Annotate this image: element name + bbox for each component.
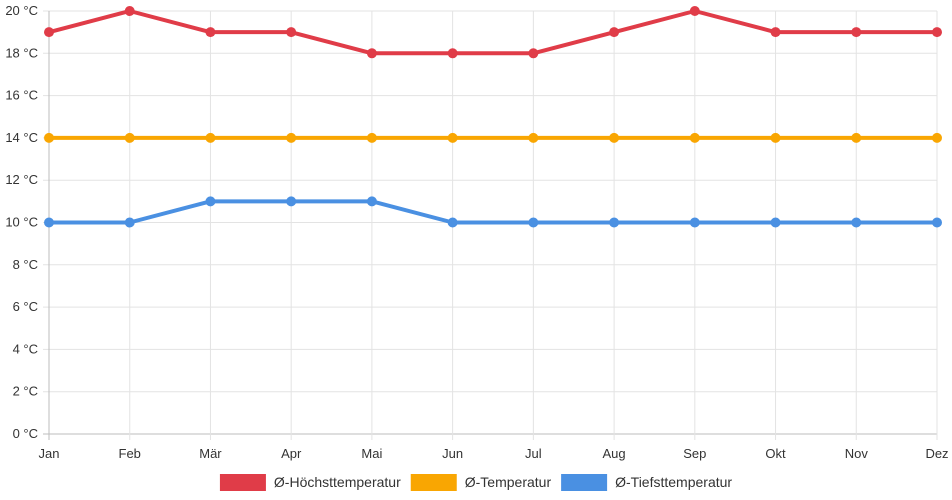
x-tick-label: Sep [683, 446, 706, 461]
data-point[interactable] [44, 132, 54, 143]
y-tick-label: 10 °C [5, 215, 38, 230]
x-tick-label: Jul [525, 446, 542, 461]
data-point[interactable] [609, 217, 620, 228]
legend-swatch[interactable] [219, 474, 266, 491]
data-point[interactable] [528, 217, 539, 228]
data-point[interactable] [851, 217, 862, 228]
data-point[interactable] [447, 132, 458, 143]
data-point[interactable] [689, 132, 700, 143]
data-point[interactable] [447, 48, 458, 59]
data-point[interactable] [205, 132, 216, 143]
y-tick-label: 2 °C [13, 384, 38, 399]
y-tick-label: 4 °C [13, 341, 38, 356]
x-tick-label: Jun [442, 446, 463, 461]
legend-label[interactable]: Ø-Temperatur [465, 474, 552, 490]
data-point[interactable] [932, 27, 942, 38]
y-tick-label: 6 °C [13, 299, 38, 314]
data-point[interactable] [366, 196, 377, 207]
series-points [44, 6, 942, 228]
series-line [47, 199, 939, 225]
data-point[interactable] [447, 217, 458, 228]
legend-swatch[interactable] [410, 474, 457, 491]
y-axis-ticks: 0 °C 2 °C 4 °C 6 °C 8 °C 10 °C 12 °C 14 °C 16 °C… [5, 3, 38, 441]
data-point[interactable] [124, 6, 135, 16]
data-point[interactable] [44, 217, 54, 228]
data-point[interactable] [770, 27, 781, 38]
data-point[interactable] [609, 27, 620, 38]
x-tick-label: Okt [765, 446, 786, 461]
x-axis-ticks: Jan Feb Mär Apr Mai Jun Jul Aug Sep Okt Nov Dez [39, 446, 949, 461]
legend-label[interactable]: Ø-Höchsttemperatur [274, 474, 401, 490]
grid-lines [43, 10, 938, 440]
data-point[interactable] [689, 217, 700, 228]
y-tick-label: 12 °C [5, 172, 38, 187]
y-tick-label: 8 °C [13, 257, 38, 272]
data-point[interactable] [770, 132, 781, 143]
x-tick-label: Apr [281, 446, 302, 461]
data-point[interactable] [124, 217, 135, 228]
x-tick-label: Feb [119, 446, 141, 461]
data-point[interactable] [124, 132, 135, 143]
data-point[interactable] [286, 27, 297, 38]
data-point[interactable] [689, 6, 700, 16]
data-point[interactable] [205, 27, 216, 38]
data-point[interactable] [932, 217, 942, 228]
data-point[interactable] [205, 196, 216, 207]
series-line [47, 9, 939, 56]
data-point[interactable] [851, 27, 862, 38]
data-point[interactable] [366, 132, 377, 143]
legend-label[interactable]: Ø-Tiefsttemperatur [615, 474, 732, 490]
data-point[interactable] [44, 27, 54, 38]
data-point[interactable] [851, 132, 862, 143]
data-point[interactable] [609, 132, 620, 143]
y-tick-label: 0 °C [13, 426, 38, 441]
x-tick-label: Mär [199, 446, 222, 461]
y-tick-label: 20 °C [5, 3, 38, 18]
x-tick-label: Jan [39, 446, 60, 461]
y-tick-label: 16 °C [5, 88, 38, 103]
legend: Ø-Höchsttemperatur Ø-Temperatur Ø-Tiefstte… [219, 474, 732, 491]
data-point[interactable] [528, 132, 539, 143]
data-point[interactable] [286, 132, 297, 143]
x-tick-label: Aug [603, 446, 626, 461]
series-lines [47, 9, 939, 225]
x-tick-label: Nov [845, 446, 869, 461]
data-point[interactable] [366, 48, 377, 59]
legend-swatch[interactable] [561, 474, 608, 491]
data-point[interactable] [286, 196, 297, 207]
x-tick-label: Dez [925, 446, 948, 461]
y-tick-label: 14 °C [5, 130, 38, 145]
y-tick-label: 18 °C [5, 45, 38, 60]
data-point[interactable] [528, 48, 539, 59]
data-point[interactable] [932, 132, 942, 143]
data-point[interactable] [770, 217, 781, 228]
x-tick-label: Mai [361, 446, 382, 461]
